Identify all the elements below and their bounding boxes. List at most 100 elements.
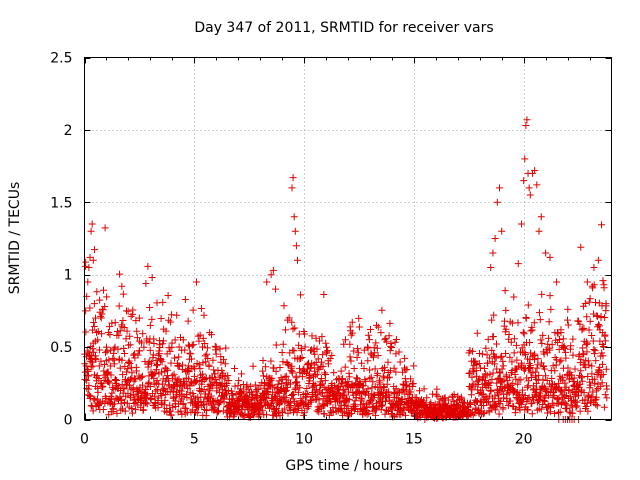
data-point	[401, 354, 409, 362]
data-point	[355, 314, 363, 322]
data-point	[320, 291, 328, 299]
data-point	[488, 316, 496, 324]
data-point	[330, 369, 338, 377]
data-point	[91, 314, 99, 322]
data-point	[520, 366, 528, 374]
data-point	[277, 380, 285, 388]
data-point	[542, 346, 550, 354]
data-point	[504, 401, 512, 409]
data-point	[353, 374, 361, 382]
data-point	[494, 391, 502, 399]
data-point	[247, 382, 255, 390]
data-point	[111, 400, 119, 408]
data-point	[531, 166, 539, 174]
data-point	[538, 290, 546, 298]
data-point	[551, 386, 559, 394]
data-point	[497, 353, 505, 361]
y-tick-label: 0	[64, 413, 73, 429]
data-point	[121, 350, 129, 358]
data-point	[85, 263, 93, 271]
data-point	[87, 363, 95, 371]
data-point	[243, 381, 251, 389]
data-point	[603, 394, 611, 402]
data-point	[374, 323, 382, 331]
data-point	[472, 361, 480, 369]
data-point	[286, 380, 294, 388]
data-point	[94, 388, 102, 396]
data-point	[272, 367, 280, 375]
data-point	[316, 337, 324, 345]
data-point	[537, 393, 545, 401]
data-point	[580, 324, 588, 332]
data-point	[196, 365, 204, 373]
data-point	[561, 392, 569, 400]
data-point	[539, 376, 547, 384]
data-point	[310, 373, 318, 381]
data-point	[583, 278, 591, 286]
data-point	[354, 349, 362, 357]
data-point	[258, 406, 266, 414]
data-point	[582, 402, 590, 410]
data-point	[200, 385, 208, 393]
data-point	[104, 378, 112, 386]
y-tick-label: 2.5	[50, 51, 72, 67]
data-point	[276, 363, 284, 371]
data-point	[444, 396, 452, 404]
data-point	[103, 347, 111, 355]
data-point	[559, 335, 567, 343]
data-point	[466, 400, 474, 408]
data-point	[583, 348, 591, 356]
data-point	[225, 376, 233, 384]
data-point	[530, 396, 538, 404]
x-tick-label: 20	[515, 432, 533, 448]
data-point	[584, 407, 592, 415]
data-point	[364, 385, 372, 393]
data-point	[99, 306, 107, 314]
data-point	[539, 331, 547, 339]
data-point	[366, 366, 374, 374]
data-point	[284, 360, 292, 368]
data-point	[527, 327, 535, 335]
data-point	[119, 316, 127, 324]
data-point	[394, 394, 402, 402]
data-point	[420, 397, 428, 405]
data-point	[520, 330, 528, 338]
data-point	[376, 380, 384, 388]
data-point	[578, 377, 586, 385]
data-point	[114, 382, 122, 390]
data-point	[525, 184, 533, 192]
data-point	[102, 343, 110, 351]
data-point	[209, 356, 217, 364]
data-point	[519, 328, 527, 336]
data-point	[577, 355, 585, 363]
data-point	[499, 357, 507, 365]
data-point	[486, 354, 494, 362]
data-point	[533, 364, 541, 372]
data-point	[600, 284, 608, 292]
data-point	[589, 284, 597, 292]
data-point	[93, 288, 101, 296]
data-point	[362, 377, 370, 385]
data-point	[125, 381, 133, 389]
data-point	[203, 344, 211, 352]
data-point	[540, 383, 548, 391]
data-point	[586, 317, 594, 325]
data-point	[171, 336, 179, 344]
data-point	[488, 375, 496, 383]
data-point	[195, 361, 203, 369]
data-point	[212, 376, 220, 384]
data-point	[476, 398, 484, 406]
data-point	[599, 329, 607, 337]
data-point	[510, 349, 518, 357]
data-point	[402, 378, 410, 386]
data-point	[230, 364, 238, 372]
data-point	[287, 402, 295, 410]
data-point	[162, 365, 170, 373]
data-point	[107, 346, 115, 354]
data-point	[392, 400, 400, 408]
data-point	[160, 384, 168, 392]
data-point	[537, 336, 545, 344]
data-point	[480, 364, 488, 372]
data-point	[209, 382, 217, 390]
data-point	[322, 339, 330, 347]
